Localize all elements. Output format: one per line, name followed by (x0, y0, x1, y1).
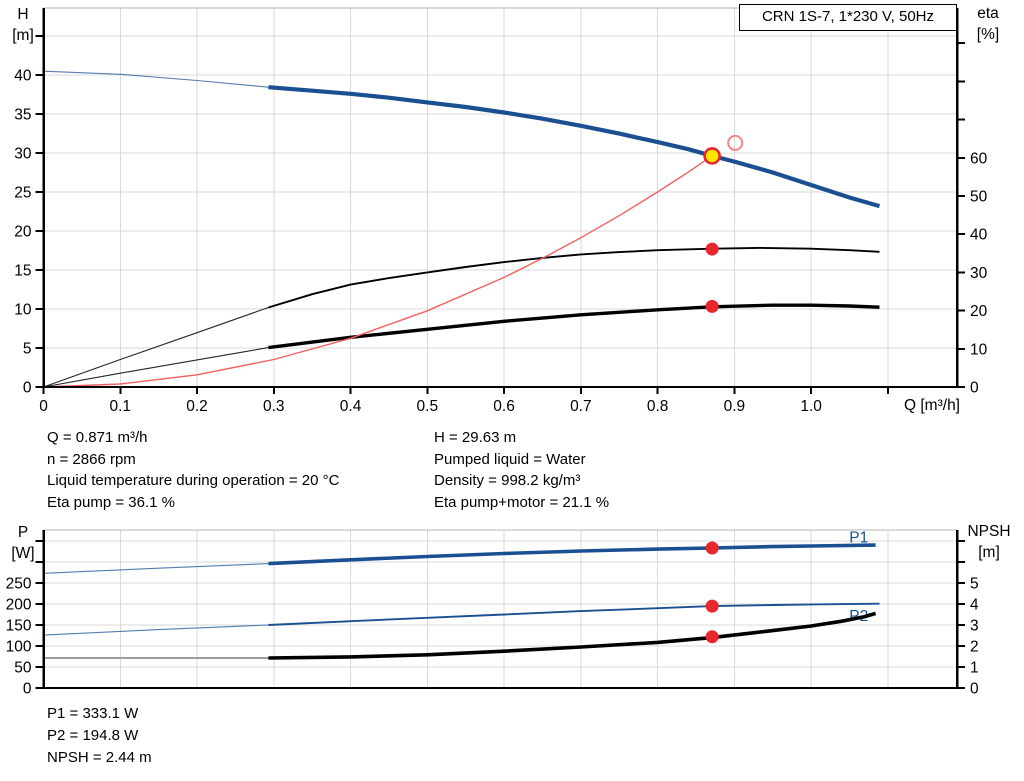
duty-point-dot (705, 242, 719, 256)
p-axis-symbol: P (17, 524, 29, 541)
annotation-density: Density = 998.2 kg/m³ (434, 472, 581, 489)
pump-title-box: CRN 1S-7, 1*230 V, 50Hz (739, 4, 957, 31)
curve-label-p1: P1 (849, 530, 868, 547)
left-axis-tick-label: 25 (14, 185, 31, 202)
eta-pump-thin-section (43, 306, 269, 388)
right-axis-tick-label: 60 (970, 150, 988, 167)
p2-thin-section (43, 624, 269, 636)
duty-annotations-left: Q = 0.871 m³/h n = 2866 rpm Liquid tempe… (47, 427, 339, 513)
left-axis-tick-label: 150 (6, 617, 32, 634)
p1-curve (268, 543, 876, 566)
x-axis-tick-label: 0.1 (109, 398, 131, 415)
npsh-axis-unit: [m] (978, 544, 1000, 561)
p1-thin-section (43, 563, 269, 574)
duty-point-marker (703, 147, 721, 165)
eta-pump-motor-thin-section (43, 347, 269, 388)
x-axis-tick-label: 0.6 (493, 398, 515, 415)
right-axis-tick-label: 10 (970, 341, 988, 358)
left-axis-tick-label: 35 (14, 107, 31, 124)
left-axis-tick-label: 50 (14, 659, 32, 676)
left-axis-tick-label: 40 (14, 68, 32, 85)
npsh-curve (268, 611, 877, 660)
npsh-axis-symbol: NPSH (967, 523, 1011, 540)
x-axis-tick-label: 0.5 (417, 398, 439, 415)
annotation-speed: n = 2866 rpm (47, 450, 136, 468)
right-axis-tick-label: 2 (970, 638, 979, 655)
x-axis-tick-label: 0.3 (263, 398, 285, 415)
top-chart: 0 5 10 15 20 25 30 35 40 0 10 20 30 40 50 60 0 0.1 0.2 0.3 0… (14, 7, 988, 415)
h-axis-unit: [m] (12, 27, 34, 44)
p-axis-unit-label: P [W] (2, 522, 44, 564)
duty-point-dot (705, 541, 719, 555)
left-axis-tick-label: 20 (14, 224, 32, 241)
x-axis-tick-label: 1.0 (800, 398, 822, 415)
annotation-head: H = 29.63 m (434, 429, 517, 446)
left-axis-tick-label: 0 (23, 681, 32, 698)
right-axis-tick-label: 5 (970, 575, 979, 592)
eta-axis-unit: [%] (976, 26, 1000, 43)
system-curve (43, 155, 713, 388)
right-axis-tick-label: 3 (970, 617, 979, 634)
eta-pump-curve (268, 246, 880, 309)
duty-annotations-right: H = 29.63 m Pumped liquid = Water Densit… (434, 427, 609, 513)
right-axis-tick-label: 30 (970, 265, 988, 282)
p2-curve (268, 602, 880, 626)
duty-point-dot (705, 630, 719, 644)
left-axis-tick-label: 0 (23, 380, 32, 397)
h-axis-unit-label: H [m] (2, 4, 44, 46)
right-axis-tick-label: 0 (970, 380, 979, 397)
right-axis-tick-label: 4 (970, 596, 979, 613)
left-axis-tick-label: 200 (6, 596, 32, 613)
eta-axis-unit-label: eta [%] (962, 3, 1014, 45)
left-axis-tick-label: 10 (14, 302, 32, 319)
h-thin-section (43, 70, 269, 88)
duty-point-dot (705, 299, 719, 313)
x-axis-tick-label: 0.4 (340, 398, 362, 415)
x-axis-tick-label: 0.9 (724, 398, 746, 415)
x-axis-tick-label: 0.8 (647, 398, 669, 415)
npsh-axis-unit-label: NPSH [m] (958, 521, 1020, 563)
annotation-eta-pump: Eta pump = 36.1 % (47, 493, 175, 511)
x-axis-tick-label: 0.7 (570, 398, 592, 415)
annotation-p1: P1 = 333.1 W (47, 705, 139, 722)
right-axis-tick-label: 50 (970, 188, 988, 205)
h-axis-symbol: H (17, 6, 29, 23)
left-axis-tick-label: 30 (14, 146, 32, 163)
h-curve (268, 85, 881, 209)
right-axis-tick-label: 20 (970, 303, 988, 320)
q-axis-unit-label: Q [m³/h] (904, 397, 960, 414)
annotation-p2: P2 = 194.8 W (47, 727, 139, 744)
right-axis-tick-label: 0 (970, 681, 979, 698)
eta-pump-motor-curve (268, 303, 880, 350)
x-axis-tick-label: 0.2 (186, 398, 208, 415)
annotation-liquid-temperature: Liquid temperature during operation = 20… (47, 472, 340, 489)
duty-point-dot (705, 599, 719, 613)
x-axis-tick-label: 0 (39, 398, 48, 415)
rated-point-circle (727, 134, 744, 151)
right-axis-tick-label: 1 (970, 659, 979, 676)
left-axis-tick-label: 250 (6, 575, 32, 592)
left-axis-tick-label: 15 (14, 263, 31, 280)
power-annotations: P1 = 333.1 W P2 = 194.8 W NPSH = 2.44 m (47, 703, 152, 769)
annotation-pumped-liquid: Pumped liquid = Water (434, 450, 586, 468)
left-axis-tick-label: 100 (6, 638, 32, 655)
right-axis-tick-label: 40 (970, 227, 988, 244)
annotation-eta-pump-motor: Eta pump+motor = 21.1 % (434, 493, 610, 511)
left-axis-tick-label: 5 (23, 341, 32, 358)
annotation-npsh: NPSH = 2.44 m (47, 749, 152, 766)
p-axis-unit: [W] (11, 545, 35, 562)
annotation-flow: Q = 0.871 m³/h (47, 429, 148, 446)
eta-axis-symbol: eta (977, 5, 999, 22)
